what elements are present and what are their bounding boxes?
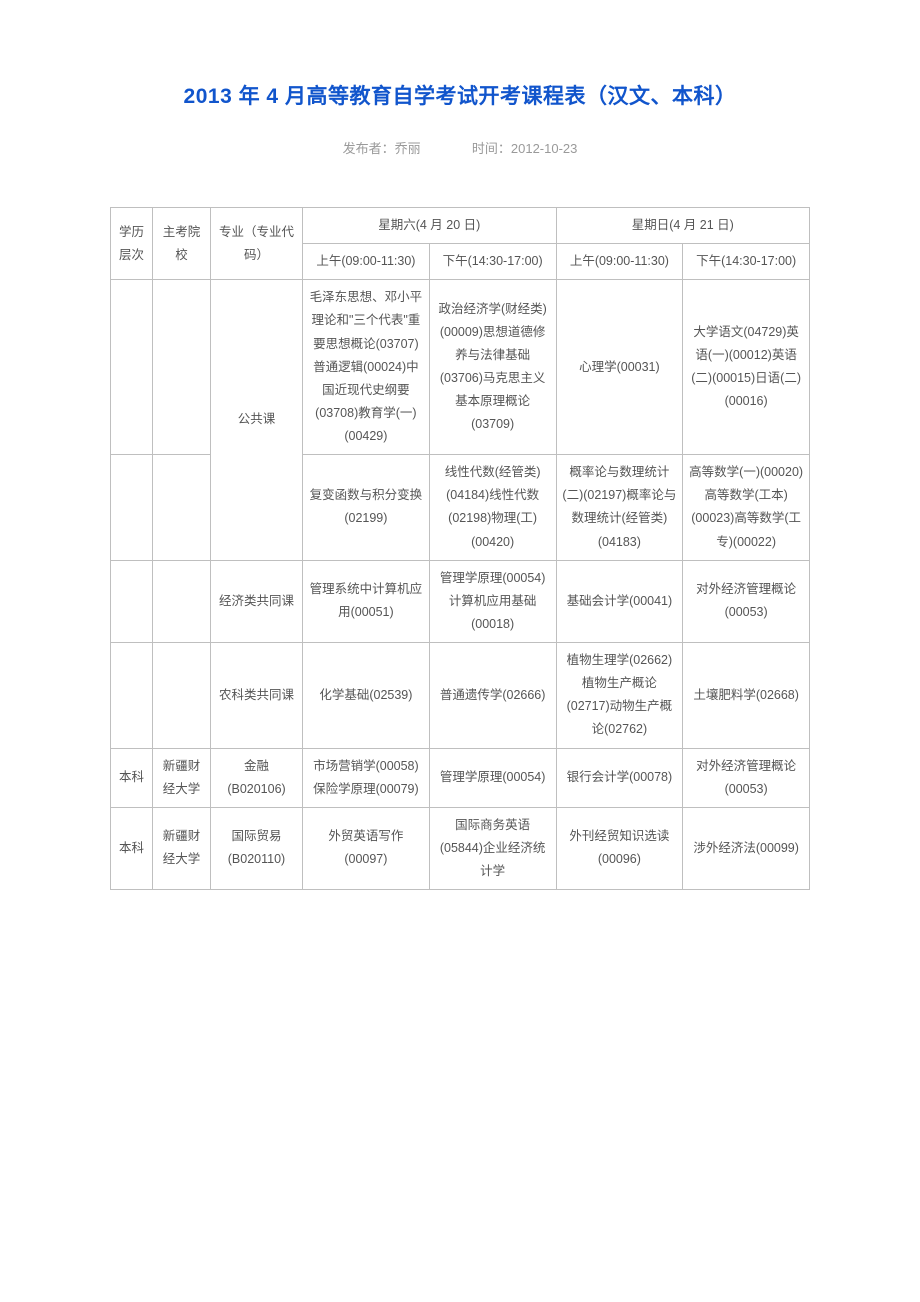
- table-body: 公共课 毛泽东思想、邓小平理论和"三个代表"重要思想概论(03707)普通逻辑(…: [111, 280, 810, 890]
- cell-sun-am: 心理学(00031): [556, 280, 683, 455]
- cell-sat-pm: 管理学原理(00054)计算机应用基础(00018): [429, 560, 556, 642]
- cell-sat-am: 复变函数与积分变换(02199): [303, 455, 430, 561]
- cell-school: [153, 643, 211, 749]
- cell-sun-pm: 涉外经济法(00099): [683, 807, 810, 889]
- cell-sun-am: 基础会计学(00041): [556, 560, 683, 642]
- schedule-table: 学历层次 主考院校 专业（专业代码） 星期六(4 月 20 日) 星期日(4 月…: [110, 207, 810, 890]
- cell-major: 公共课: [211, 280, 303, 560]
- table-row: 农科类共同课 化学基础(02539) 普通遗传学(02666) 植物生理学(02…: [111, 643, 810, 749]
- cell-major: 农科类共同课: [211, 643, 303, 749]
- cell-sun-pm: 对外经济管理概论(00053): [683, 748, 810, 807]
- publisher-label: 发布者：乔丽: [343, 138, 421, 157]
- cell-school: [153, 280, 211, 455]
- cell-sat-pm: 管理学原理(00054): [429, 748, 556, 807]
- cell-sun-am: 外刊经贸知识选读(00096): [556, 807, 683, 889]
- cell-level: 本科: [111, 807, 153, 889]
- cell-level: [111, 280, 153, 455]
- cell-sun-am: 植物生理学(02662)植物生产概论(02717)动物生产概论(02762): [556, 643, 683, 749]
- cell-sun-pm: 高等数学(一)(00020)高等数学(工本)(00023)高等数学(工专)(00…: [683, 455, 810, 561]
- head-row-1: 学历层次 主考院校 专业（专业代码） 星期六(4 月 20 日) 星期日(4 月…: [111, 208, 810, 244]
- cell-sun-pm: 大学语文(04729)英语(一)(00012)英语(二)(00015)日语(二)…: [683, 280, 810, 455]
- cell-level: 本科: [111, 748, 153, 807]
- cell-major: 国际贸易(B020110): [211, 807, 303, 889]
- cell-sun-am: 银行会计学(00078): [556, 748, 683, 807]
- cell-school: 新疆财经大学: [153, 748, 211, 807]
- cell-sat-pm: 普通遗传学(02666): [429, 643, 556, 749]
- table-row: 本科 新疆财经大学 金融(B020106) 市场营销学(00058)保险学原理(…: [111, 748, 810, 807]
- cell-sat-pm: 国际商务英语(05844)企业经济统计学: [429, 807, 556, 889]
- th-sun-am: 上午(09:00-11:30): [556, 244, 683, 280]
- table-head: 学历层次 主考院校 专业（专业代码） 星期六(4 月 20 日) 星期日(4 月…: [111, 208, 810, 280]
- page: 2013 年 4 月高等教育自学考试开考课程表（汉文、本科） 发布者：乔丽 时间…: [0, 0, 920, 930]
- cell-sat-am: 毛泽东思想、邓小平理论和"三个代表"重要思想概论(03707)普通逻辑(0002…: [303, 280, 430, 455]
- cell-school: [153, 455, 211, 561]
- table-row: 本科 新疆财经大学 国际贸易(B020110) 外贸英语写作(00097) 国际…: [111, 807, 810, 889]
- th-sat-pm: 下午(14:30-17:00): [429, 244, 556, 280]
- table-row: 公共课 毛泽东思想、邓小平理论和"三个代表"重要思想概论(03707)普通逻辑(…: [111, 280, 810, 455]
- th-level: 学历层次: [111, 208, 153, 280]
- th-sun-pm: 下午(14:30-17:00): [683, 244, 810, 280]
- cell-school: 新疆财经大学: [153, 807, 211, 889]
- table-row: 经济类共同课 管理系统中计算机应用(00051) 管理学原理(00054)计算机…: [111, 560, 810, 642]
- th-school: 主考院校: [153, 208, 211, 280]
- cell-sat-am: 化学基础(02539): [303, 643, 430, 749]
- cell-sat-am: 外贸英语写作(00097): [303, 807, 430, 889]
- page-title: 2013 年 4 月高等教育自学考试开考课程表（汉文、本科）: [110, 80, 810, 110]
- th-major: 专业（专业代码）: [211, 208, 303, 280]
- cell-sat-am: 管理系统中计算机应用(00051): [303, 560, 430, 642]
- time-label: 时间：2012-10-23: [472, 138, 578, 157]
- th-sat-am: 上午(09:00-11:30): [303, 244, 430, 280]
- th-day-sun: 星期日(4 月 21 日): [556, 208, 810, 244]
- cell-school: [153, 560, 211, 642]
- cell-sun-pm: 对外经济管理概论(00053): [683, 560, 810, 642]
- th-day-sat: 星期六(4 月 20 日): [303, 208, 557, 244]
- cell-sat-pm: 线性代数(经管类)(04184)线性代数(02198)物理(工)(00420): [429, 455, 556, 561]
- cell-level: [111, 560, 153, 642]
- cell-sun-pm: 土壤肥料学(02668): [683, 643, 810, 749]
- cell-sat-pm: 政治经济学(财经类)(00009)思想道德修养与法律基础(03706)马克思主义…: [429, 280, 556, 455]
- meta-line: 发布者：乔丽 时间：2012-10-23: [110, 138, 810, 157]
- cell-sat-am: 市场营销学(00058)保险学原理(00079): [303, 748, 430, 807]
- cell-level: [111, 455, 153, 561]
- cell-major: 经济类共同课: [211, 560, 303, 642]
- cell-sun-am: 概率论与数理统计(二)(02197)概率论与数理统计(经管类)(04183): [556, 455, 683, 561]
- cell-level: [111, 643, 153, 749]
- cell-major: 金融(B020106): [211, 748, 303, 807]
